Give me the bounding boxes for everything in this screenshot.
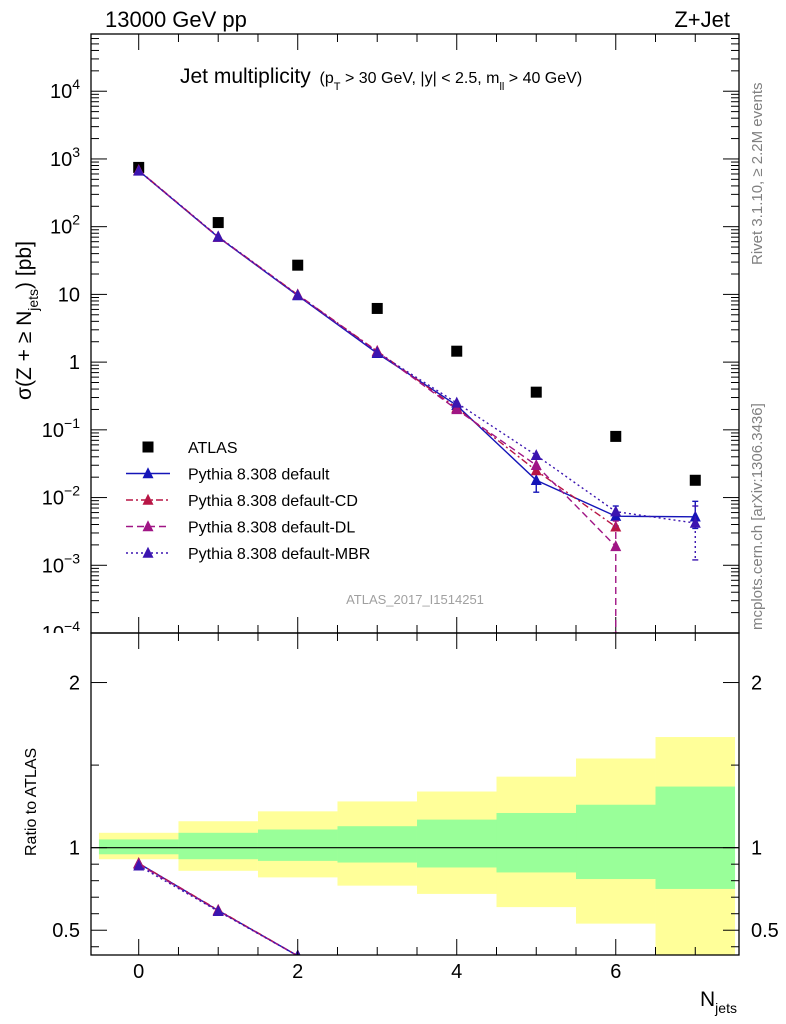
x-tick-label: 6 <box>610 961 621 983</box>
legend-marker <box>142 493 154 505</box>
main-y-tick-label: 10−1 <box>42 415 80 442</box>
main-y-tick-label: 10−3 <box>42 550 80 577</box>
ratio-y-tick-label: 0.5 <box>751 920 779 942</box>
data-point <box>610 505 622 517</box>
x-tick-label: 0 <box>133 961 144 983</box>
data-point <box>689 510 701 522</box>
atlas-data-point <box>689 474 701 486</box>
legend-label: Pythia 8.308 default-MBR <box>188 546 370 563</box>
legend-label: ATLAS <box>188 440 238 457</box>
stat-uncertainty-band <box>655 786 736 889</box>
data-point <box>530 449 542 461</box>
series-line <box>138 170 696 524</box>
atlas-data-point <box>451 345 463 357</box>
atlas-data-point <box>530 386 542 398</box>
data-point <box>530 458 542 470</box>
ratio-series <box>133 857 301 955</box>
ratio-data-point <box>133 859 145 871</box>
legend-label: Pythia 8.308 default <box>188 467 330 484</box>
stat-uncertainty-band <box>98 839 179 855</box>
ratio-data-point <box>212 904 224 916</box>
ratio-y-axis-label: Ratio to ATLAS <box>23 748 40 856</box>
legend: ATLAS Pythia 8.308 default Pythia 8.308 de… <box>126 440 370 563</box>
header-right-label: Z+Jet <box>674 7 730 32</box>
x-axis-label: Njets <box>700 988 737 1016</box>
ratio-y-tick-label: 1 <box>69 838 80 860</box>
data-point <box>133 164 145 176</box>
ratio-frame <box>90 632 740 956</box>
main-panel: 10−3 10−2 10−1 1 10 102 103 104 10−4 <box>42 33 740 645</box>
main-y-tick-label: 10−4 <box>42 618 80 645</box>
data-point <box>689 516 701 528</box>
main-y-tick-label: 10 <box>58 284 80 306</box>
stat-uncertainty-band <box>178 832 258 860</box>
data-point <box>212 230 224 242</box>
stat-uncertainty-band <box>337 826 417 863</box>
header-left-label: 13000 GeV pp <box>105 7 247 32</box>
main-y-tick-label: 103 <box>50 144 80 171</box>
ratio-panel: 0.5 0.5 1 1 2 2 0 2 4 6 <box>52 632 779 983</box>
x-tick-label: 2 <box>292 961 303 983</box>
ratio-y-tick-label: 0.5 <box>52 920 80 942</box>
atlas-data-point <box>292 259 304 271</box>
main-y-axis-label: σ(Z + ≥ Njets) [pb] <box>13 241 41 400</box>
main-y-tick-label: 104 <box>50 76 80 103</box>
data-point <box>292 289 304 300</box>
analysis-id-label: ATLAS_2017_I1514251 <box>346 592 484 607</box>
ratio-y-tick-label: 1 <box>751 838 762 860</box>
legend-marker <box>142 546 154 558</box>
rivet-label: Rivet 3.1.10, ≥ 2.2M events <box>749 83 766 266</box>
atlas-data-point <box>212 217 224 229</box>
legend-label: Pythia 8.308 default-CD <box>188 493 358 510</box>
data-point <box>371 346 383 358</box>
main-y-tick-label: 102 <box>50 212 80 239</box>
stat-uncertainty-band <box>257 829 338 861</box>
legend-marker <box>142 467 154 479</box>
stat-uncertainty-band <box>416 819 497 868</box>
data-point <box>610 540 622 552</box>
legend-label: Pythia 8.308 default-DL <box>188 520 355 537</box>
atlas-data-point <box>371 302 383 314</box>
mcplots-label: mcplots.cern.ch [arXiv:1306.3436] <box>749 403 766 630</box>
stat-uncertainty-band <box>576 804 656 880</box>
x-tick-label: 4 <box>451 961 462 983</box>
atlas-data-point <box>610 430 622 442</box>
data-point <box>451 403 463 415</box>
legend-marker <box>142 441 154 453</box>
main-series <box>133 161 701 633</box>
main-y-tick-label: 10−2 <box>42 483 80 510</box>
data-point <box>451 396 463 408</box>
ratio-bands <box>98 737 736 955</box>
main-title: Jet multiplicity (pT > 30 GeV, |y| < 2.5… <box>180 65 582 93</box>
ratio-y-tick-label: 2 <box>69 673 80 695</box>
stat-uncertainty-band <box>496 812 577 873</box>
ratio-y-tick-label: 2 <box>751 673 762 695</box>
legend-marker <box>142 520 154 532</box>
data-point <box>530 474 542 485</box>
main-y-tick-label: 1 <box>69 352 80 374</box>
